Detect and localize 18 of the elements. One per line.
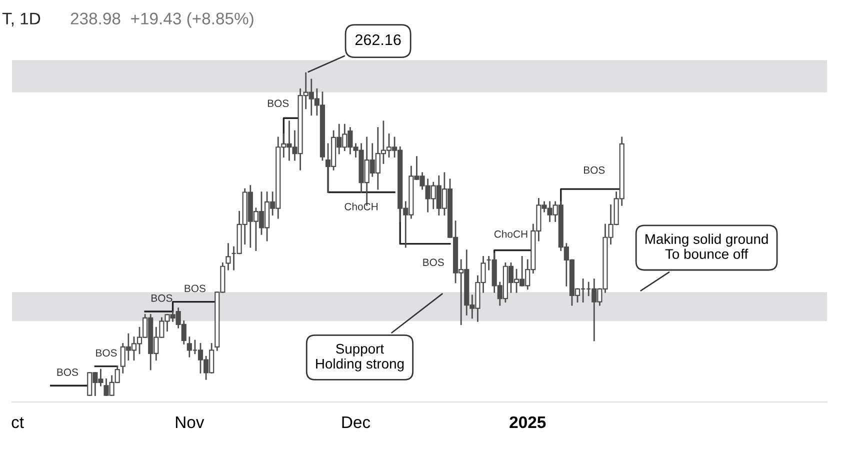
annotation: BOS: [57, 368, 78, 376]
annotation: 262.16: [355, 34, 401, 46]
x-tick-label: ct: [12, 417, 24, 428]
annotation: BOS: [96, 349, 117, 357]
chart-subtitle: 238.98 +19.43 (+8.85%): [70, 12, 254, 28]
annotation: BOS: [184, 284, 206, 292]
annotation: ChoCH: [494, 230, 528, 238]
annotation: BOS: [268, 100, 289, 108]
x-tick-label: 2025: [510, 416, 546, 428]
annotation: BOS: [584, 166, 605, 174]
x-tick-label: Nov: [176, 416, 204, 428]
x-tick-label: Dec: [342, 416, 370, 428]
annotation: BOS: [423, 258, 444, 266]
annotation: Making solid ground To bounce off: [646, 234, 768, 259]
chart-title: T, 1D: [2, 12, 40, 26]
annotation: ChoCH: [344, 202, 378, 210]
annotation: Support Holding strong: [316, 344, 404, 372]
annotation: BOS: [152, 294, 172, 302]
